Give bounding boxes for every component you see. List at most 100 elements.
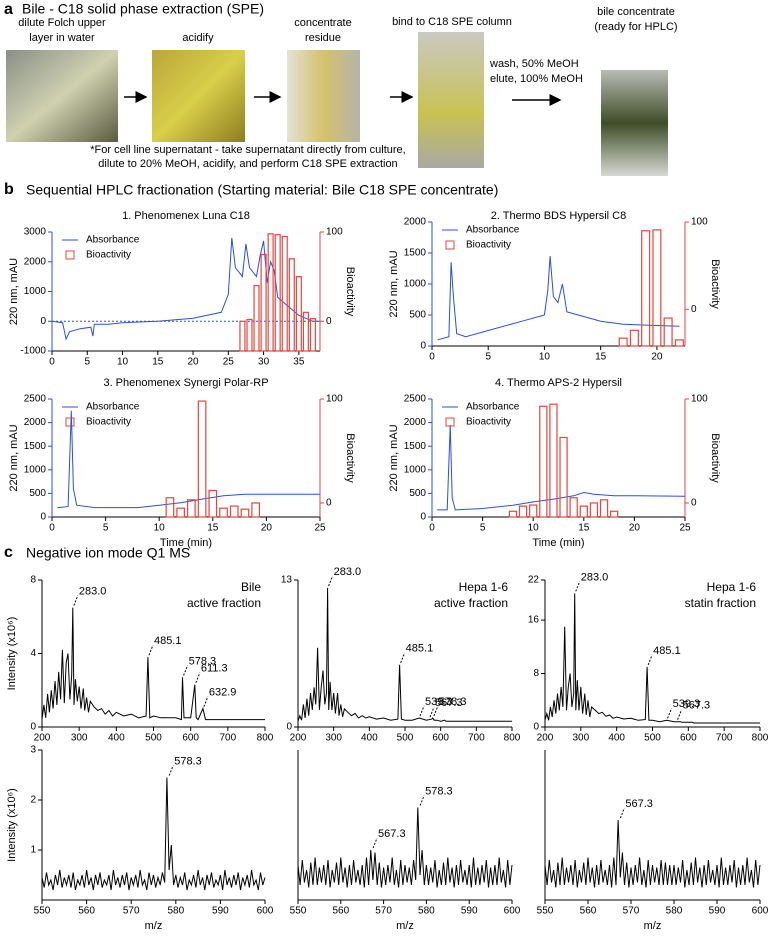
step-caption: dilute Folch upper	[18, 17, 106, 29]
peak-label: 539.3	[425, 696, 453, 708]
peak-leader	[433, 705, 439, 717]
y-tick-label: 1000	[24, 464, 47, 475]
y-tick-label: 2000	[24, 417, 47, 428]
y-tick-label: 0	[286, 722, 292, 733]
peak-leader	[328, 575, 334, 587]
y2-tick-label: 0	[691, 498, 697, 509]
peak-leader	[400, 652, 406, 663]
y-tick-label: 1500	[404, 248, 427, 259]
y-tick-label: 2000	[404, 217, 427, 228]
y-tick-label: 3	[30, 745, 36, 756]
chart-title: 1. Phenomenex Luna C18	[122, 210, 250, 222]
bar	[309, 317, 317, 352]
x-tick-label: 550	[537, 906, 554, 917]
bar	[539, 405, 548, 518]
step-caption: layer in water	[29, 32, 95, 44]
y-tick-label: 13	[281, 575, 293, 586]
legend-label: Absorbance	[86, 235, 140, 246]
peak-label: 485.1	[653, 645, 681, 657]
peak-label: 578.3	[425, 785, 453, 797]
footnote: *For cell line supernatant - take supern…	[90, 144, 405, 156]
x-tick-label: 25	[679, 523, 691, 534]
y-tick-label: 2000	[24, 256, 47, 267]
x-tick-label: 560	[332, 906, 349, 917]
photo	[418, 32, 484, 168]
x-tick-label: 570	[123, 906, 140, 917]
peak-leader	[667, 708, 673, 719]
x-axis-label: Time (min)	[532, 537, 584, 549]
y2-axis-label: Bioactivity	[709, 433, 721, 483]
line	[544, 819, 761, 888]
bar	[267, 233, 274, 352]
bar	[529, 504, 538, 518]
x-tick-label: 200	[290, 733, 307, 744]
peak-leader	[372, 837, 378, 849]
x-tick-label: 300	[572, 733, 589, 744]
y-tick-label: 0	[40, 316, 46, 327]
x-tick-label: 600	[182, 733, 199, 744]
bar	[518, 505, 528, 518]
y2-tick-label: 100	[691, 217, 708, 228]
x-tick-label: 580	[666, 906, 683, 917]
panel-label: b	[4, 181, 14, 198]
x-axis-label: m/z	[396, 920, 414, 932]
step-caption: (ready for HPLC)	[594, 21, 677, 33]
peak-label: 539.3	[673, 698, 701, 710]
photo	[287, 50, 360, 142]
y-axis-label: 220 nm, mAU	[8, 258, 20, 325]
sample-label: Hepa 1-6	[707, 580, 757, 594]
legend-marker	[65, 250, 75, 260]
legend-marker	[65, 417, 75, 427]
bar	[663, 317, 673, 347]
y-tick-label: 8	[533, 668, 539, 679]
y-tick-label: 0	[30, 722, 36, 733]
x-tick-label: 15	[595, 352, 607, 363]
bar	[508, 510, 518, 518]
bar	[599, 499, 609, 518]
x-tick-label: 600	[680, 733, 697, 744]
x-tick-label: 5	[485, 352, 491, 363]
y2-axis-label: Bioactivity	[344, 267, 356, 317]
peak-label: 578.3	[189, 655, 217, 667]
y-tick-label: 1500	[404, 441, 427, 452]
legend-label: Bioactivity	[466, 417, 511, 428]
x-tick-label: 500	[397, 733, 414, 744]
y-tick-label: -1000	[20, 346, 46, 357]
legend-label: Bioactivity	[86, 417, 131, 428]
footnote: dilute to 20% MeOH, acidify, and perform…	[98, 158, 397, 170]
chart-title: 3. Phenomenex Synergi Polar-RP	[103, 377, 268, 389]
photo	[6, 50, 118, 142]
wash-note: wash, 50% MeOH	[489, 58, 579, 70]
bar	[288, 258, 295, 352]
x-tick-label: 5	[480, 523, 486, 534]
peak-label: 485.1	[154, 635, 182, 647]
bar	[579, 505, 588, 518]
sample-label: Hepa 1-6	[459, 580, 509, 594]
peak-label: 485.1	[406, 643, 434, 655]
line	[437, 424, 686, 511]
x-tick-label: 600	[432, 733, 449, 744]
line	[297, 807, 513, 888]
x-tick-label: 5	[103, 523, 109, 534]
legend-marker	[445, 417, 455, 427]
y2-tick-label: 0	[326, 316, 332, 327]
bar	[629, 329, 639, 347]
y-tick-label: 1000	[24, 286, 47, 297]
panel-label: c	[4, 544, 13, 561]
bar	[641, 230, 651, 347]
legend-label: Absorbance	[86, 402, 140, 413]
bar	[302, 311, 309, 352]
wash-note: elute, 100% MeOH	[490, 73, 583, 85]
x-tick-label: 15	[152, 357, 164, 368]
bar	[246, 318, 253, 352]
bar	[549, 403, 558, 518]
x-tick-label: 20	[261, 523, 273, 534]
peak-leader	[73, 595, 79, 606]
x-tick-label: 560	[580, 906, 597, 917]
y-tick-label: 500	[409, 488, 426, 499]
y-tick-label: 2000	[404, 417, 427, 428]
bar	[176, 507, 185, 518]
x-tick-label: 700	[219, 733, 236, 744]
y-axis-label: Intensity (x10⁶)	[6, 617, 18, 691]
x-tick-label: 200	[34, 733, 51, 744]
